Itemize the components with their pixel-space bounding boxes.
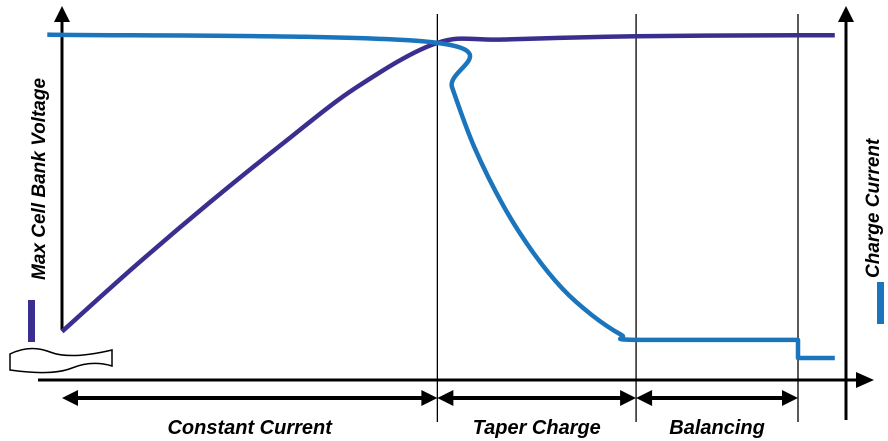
phase-arrow-right <box>620 390 637 406</box>
phase-label-taper-charge: Taper Charge <box>473 417 601 439</box>
axis-break-symbol <box>9 347 113 374</box>
legend-current-swatch <box>877 282 884 324</box>
series-line-charge-current <box>47 32 835 361</box>
left-axis-title: Max Cell Bank Voltage <box>29 78 50 280</box>
right-y-axis-arrow <box>838 6 854 22</box>
phase-label-constant-current: Constant Current <box>167 417 333 439</box>
phase-arrow-right <box>421 390 438 406</box>
right-axis-title: Charge Current <box>863 138 884 278</box>
phase-label-balancing: Balancing <box>669 417 765 439</box>
left-y-axis-arrow <box>54 6 70 22</box>
phase-arrow-left <box>437 390 454 406</box>
phase-arrow-left <box>62 390 78 406</box>
series-line-max-cell-bank-voltage <box>60 32 835 334</box>
phase-arrow-left <box>636 390 653 406</box>
phase-arrow-right <box>782 390 798 406</box>
legend-voltage-swatch <box>28 300 35 342</box>
x-axis-arrow <box>856 372 874 388</box>
